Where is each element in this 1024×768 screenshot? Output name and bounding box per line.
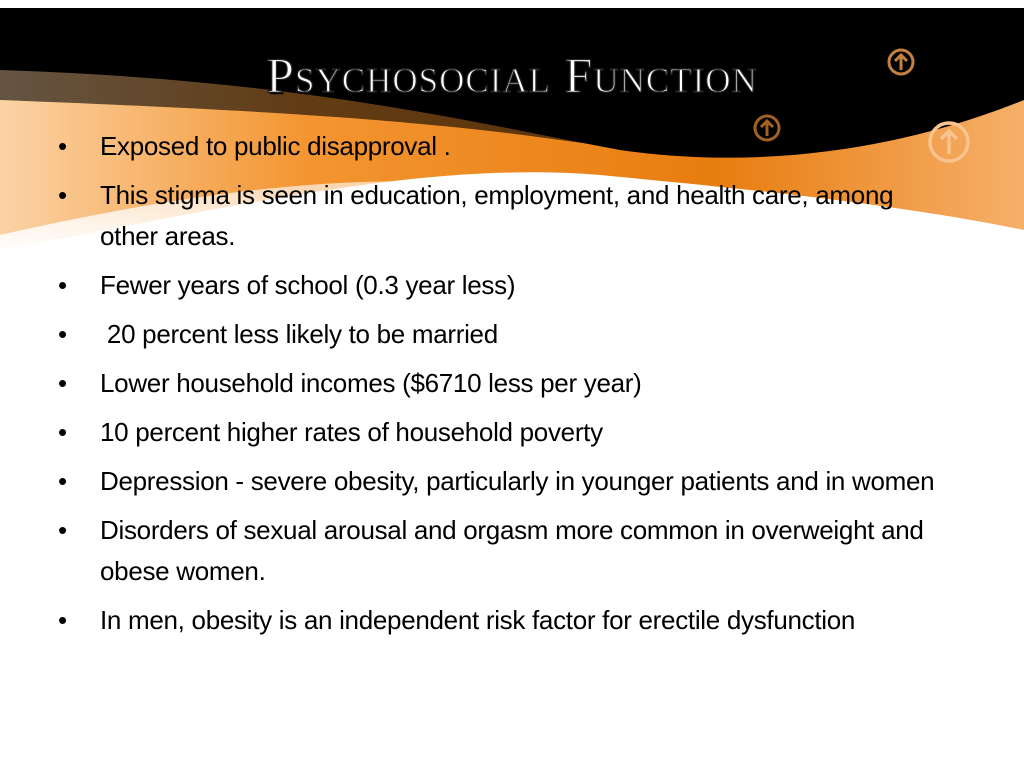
bullet-icon: • (58, 417, 67, 447)
bullet-item: • 20 percent less likely to be married (56, 314, 936, 355)
bullet-text: Lower household incomes ($6710 less per … (100, 368, 642, 398)
bullet-item: • Disorders of sexual arousal and orgasm … (56, 510, 936, 592)
arrow-up-circle-icon (928, 121, 970, 163)
bullet-item: • Lower household incomes ($6710 less per… (56, 363, 936, 404)
bullet-text: In men, obesity is an independent risk f… (100, 605, 856, 635)
header-background (0, 0, 1024, 260)
bullet-text: 20 percent less likely to be married (100, 319, 498, 349)
bullet-icon: • (58, 466, 67, 496)
bullet-item: • In men, obesity is an independent risk … (56, 600, 936, 641)
bullet-icon: • (58, 368, 67, 398)
bullet-text: Fewer years of school (0.3 year less) (100, 270, 516, 300)
arrow-up-circle-icon (887, 48, 915, 76)
bullet-icon: • (58, 319, 67, 349)
bullet-text: Disorders of sexual arousal and orgasm m… (100, 515, 924, 586)
bullet-item: • Exposed to public disapproval . (56, 126, 936, 167)
bullet-text: Exposed to public disapproval . (100, 131, 451, 161)
slide-title: Psychosocial Function (266, 46, 758, 103)
bullet-icon: • (58, 270, 67, 300)
bullet-list: • Exposed to public disapproval . • This s… (56, 126, 936, 649)
bullet-icon: • (58, 180, 67, 210)
bullet-item: • This stigma is seen in education, emplo… (56, 175, 936, 257)
bullet-text: 10 percent higher rates of household pov… (100, 417, 603, 447)
bullet-icon: • (58, 515, 67, 545)
bullet-item: • Depression - severe obesity, particular… (56, 461, 936, 502)
bullet-icon: • (58, 131, 67, 161)
bullet-text: This stigma is seen in education, employ… (100, 180, 894, 251)
bullet-item: • 10 percent higher rates of household po… (56, 412, 936, 453)
bullet-item: • Fewer years of school (0.3 year less) (56, 265, 936, 306)
bullet-text: Depression - severe obesity, particularl… (100, 466, 935, 496)
arrow-up-circle-icon (753, 114, 781, 142)
bullet-icon: • (58, 605, 67, 635)
